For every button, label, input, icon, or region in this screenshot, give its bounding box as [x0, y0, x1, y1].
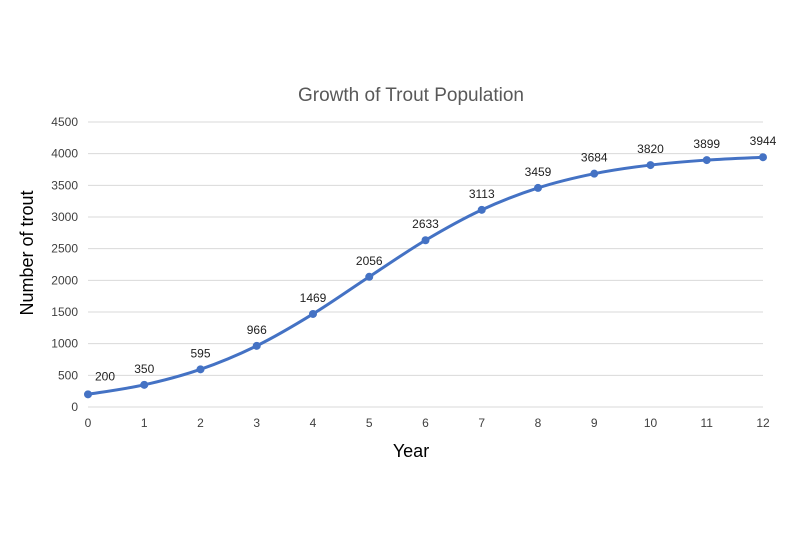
- series: [84, 153, 767, 399]
- data-label: 1469: [300, 291, 327, 305]
- y-tick-label: 1000: [51, 337, 78, 351]
- y-tick-label: 2000: [51, 273, 78, 287]
- x-tick-label: 4: [310, 416, 317, 430]
- x-tick-label: 5: [366, 416, 373, 430]
- y-axis-ticks: 0 500 1000 1500 2000 2500 3000 3500 4000 4500: [51, 115, 78, 414]
- data-point: [702, 156, 711, 165]
- data-point: [646, 161, 655, 170]
- y-axis-label: Number of trout: [17, 190, 37, 315]
- data-label: 2633: [412, 217, 439, 231]
- data-label: 350: [134, 362, 154, 376]
- y-tick-label: 0: [71, 400, 78, 414]
- series-line: [86, 155, 765, 396]
- data-label: 200: [95, 369, 115, 383]
- data-point: [84, 390, 92, 399]
- data-point: [140, 380, 149, 389]
- data-point: [365, 272, 374, 281]
- y-tick-label: 3500: [51, 178, 78, 192]
- y-tick-label: 4500: [51, 115, 78, 129]
- data-point: [759, 153, 767, 162]
- x-tick-label: 0: [85, 416, 92, 430]
- y-tick-label: 3000: [51, 210, 78, 224]
- x-tick-label: 12: [756, 416, 770, 430]
- x-axis-ticks: 0 1 2 3 4 5 6 7 8 9 10 11 12: [85, 416, 770, 430]
- y-tick-label: 500: [58, 368, 78, 382]
- data-point: [590, 169, 599, 178]
- x-axis-label: Year: [393, 441, 429, 461]
- x-tick-label: 10: [644, 416, 658, 430]
- data-point: [309, 309, 317, 318]
- data-point: [534, 183, 542, 192]
- data-label: 3944: [750, 134, 777, 148]
- y-tick-label: 4000: [51, 147, 78, 161]
- chart-title: Growth of Trout Population: [298, 85, 524, 106]
- data-point: [477, 205, 486, 214]
- data-labels: 200 350 595 966 1469 2056 2633 3113 3459 3684 3820…: [95, 134, 777, 383]
- data-label: 2056: [356, 254, 383, 268]
- data-point: [196, 365, 205, 374]
- data-point: [421, 236, 430, 245]
- x-tick-label: 3: [253, 416, 260, 430]
- data-label: 3459: [525, 165, 552, 179]
- data-point: [252, 341, 261, 350]
- y-tick-label: 2500: [51, 242, 78, 256]
- x-tick-label: 7: [478, 416, 485, 430]
- data-label: 3820: [637, 142, 664, 156]
- gridlines: [88, 121, 763, 408]
- data-label: 966: [247, 323, 267, 337]
- x-tick-label: 6: [422, 416, 429, 430]
- x-tick-label: 1: [141, 416, 148, 430]
- y-tick-label: 1500: [51, 305, 78, 319]
- x-tick-label: 8: [535, 416, 542, 430]
- data-label: 3113: [469, 187, 495, 201]
- data-label: 3684: [581, 151, 608, 165]
- x-tick-label: 9: [591, 416, 598, 430]
- data-label: 595: [190, 346, 210, 360]
- x-tick-label: 2: [197, 416, 204, 430]
- data-label: 3899: [693, 137, 720, 151]
- x-tick-label: 11: [701, 416, 714, 430]
